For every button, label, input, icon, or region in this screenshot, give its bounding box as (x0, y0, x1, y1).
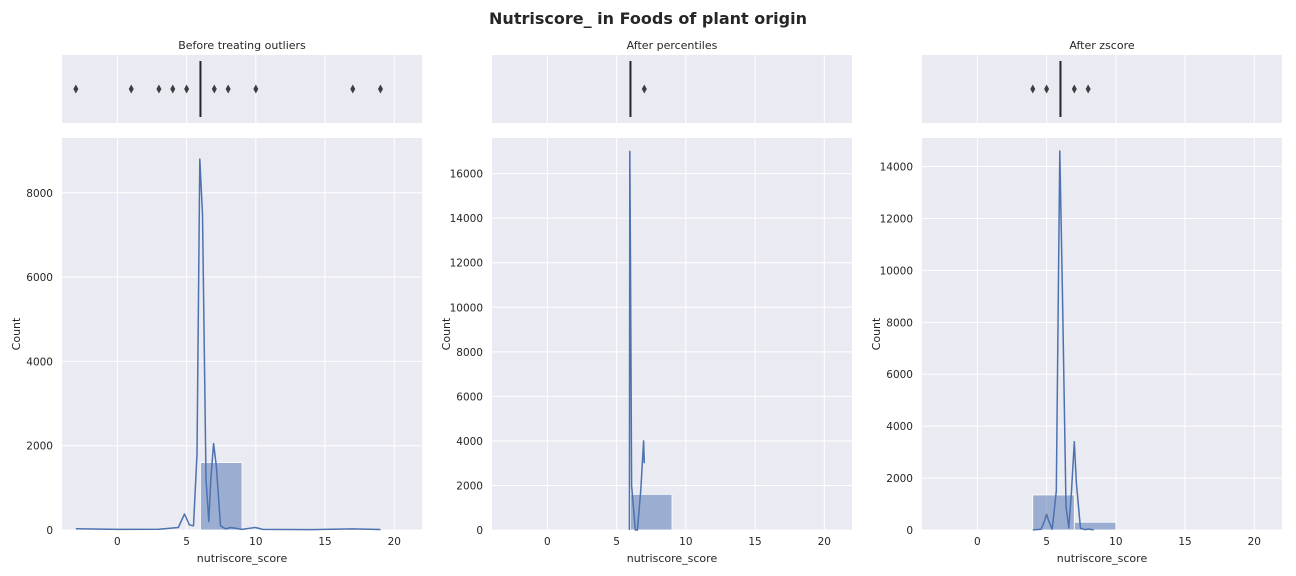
x-axis-label: nutriscore_score (627, 552, 718, 565)
x-tick-label: 0 (544, 536, 551, 548)
y-tick-label: 8000 (26, 188, 53, 200)
x-tick-label: 5 (183, 536, 190, 548)
x-tick-label: 15 (1178, 536, 1191, 548)
boxplot-flier (170, 84, 176, 94)
boxplot-flier (350, 84, 356, 94)
x-tick-label: 20 (818, 536, 831, 548)
boxplot-flier (156, 84, 162, 94)
y-tick-label: 14000 (880, 162, 913, 174)
x-tick-label: 10 (1109, 536, 1122, 548)
boxplot-flier (211, 84, 217, 94)
histogram-axes (922, 138, 1282, 530)
boxplot-axes (62, 55, 422, 123)
y-tick-label: 16000 (450, 169, 483, 181)
boxplot-flier (73, 84, 79, 94)
boxplot-flier (377, 84, 383, 94)
y-tick-label: 10000 (450, 302, 483, 314)
y-tick-label: 4000 (886, 421, 913, 433)
x-tick-label: 20 (1248, 536, 1261, 548)
figure-title: Nutriscore_ in Foods of plant origin (489, 9, 807, 28)
boxplot-flier (128, 84, 134, 94)
y-tick-label: 8000 (886, 317, 913, 329)
x-axis-label: nutriscore_score (197, 552, 288, 565)
boxplot-flier (1071, 84, 1077, 94)
x-tick-label: 15 (748, 536, 761, 548)
panel-1: Before treating outliers 0 5 10 15 20 0 2000 400… (10, 39, 422, 565)
y-tick-label: 12000 (450, 258, 483, 270)
x-tick-label: 15 (318, 536, 331, 548)
histogram-bar (1073, 521, 1117, 531)
x-tick-label: 0 (114, 536, 121, 548)
y-tick-label: 4000 (456, 436, 483, 448)
y-tick-label: 14000 (450, 213, 483, 225)
boxplot-axes (492, 55, 852, 123)
y-tick-label: 2000 (26, 441, 53, 453)
boxplot-flier (1085, 84, 1091, 94)
boxplot-flier (225, 84, 231, 94)
y-tick-label: 0 (906, 525, 913, 537)
y-tick-label: 2000 (886, 473, 913, 485)
boxplot-flier (253, 84, 259, 94)
y-tick-label: 0 (46, 525, 53, 537)
y-axis-label: Count (870, 317, 883, 350)
kde-line (75, 158, 381, 531)
x-tick-label: 10 (679, 536, 692, 548)
y-tick-label: 4000 (26, 356, 53, 368)
boxplot-axes (922, 55, 1282, 123)
panel-title: After percentiles (627, 39, 718, 52)
x-tick-label: 20 (388, 536, 401, 548)
panel-2: After percentiles 0 5 10 15 20 0 2000 4000 6000 80… (440, 39, 852, 565)
y-tick-label: 6000 (886, 369, 913, 381)
x-tick-label: 5 (1043, 536, 1050, 548)
y-tick-label: 0 (476, 525, 483, 537)
y-tick-label: 6000 (456, 391, 483, 403)
y-tick-label: 10000 (880, 265, 913, 277)
histogram-axes (492, 138, 852, 530)
y-tick-label: 8000 (456, 347, 483, 359)
x-tick-label: 10 (249, 536, 262, 548)
boxplot-flier (184, 84, 190, 94)
x-tick-label: 0 (974, 536, 981, 548)
y-axis-label: Count (440, 317, 453, 350)
kde-line (1032, 150, 1094, 531)
kde-line (628, 150, 646, 531)
x-axis-label: nutriscore_score (1057, 552, 1148, 565)
y-tick-label: 2000 (456, 480, 483, 492)
y-axis-label: Count (10, 317, 23, 350)
boxplot-flier (641, 84, 647, 94)
panel-3: After zscore 0 5 10 15 20 0 2000 4000 6000 8000 100… (870, 39, 1282, 565)
x-tick-label: 5 (613, 536, 620, 548)
histogram-bar (630, 493, 673, 531)
panel-title: Before treating outliers (178, 39, 306, 52)
y-tick-label: 6000 (26, 272, 53, 284)
boxplot-flier (1044, 84, 1050, 94)
panel-title: After zscore (1069, 39, 1134, 52)
y-tick-label: 12000 (880, 213, 913, 225)
boxplot-flier (1030, 84, 1036, 94)
